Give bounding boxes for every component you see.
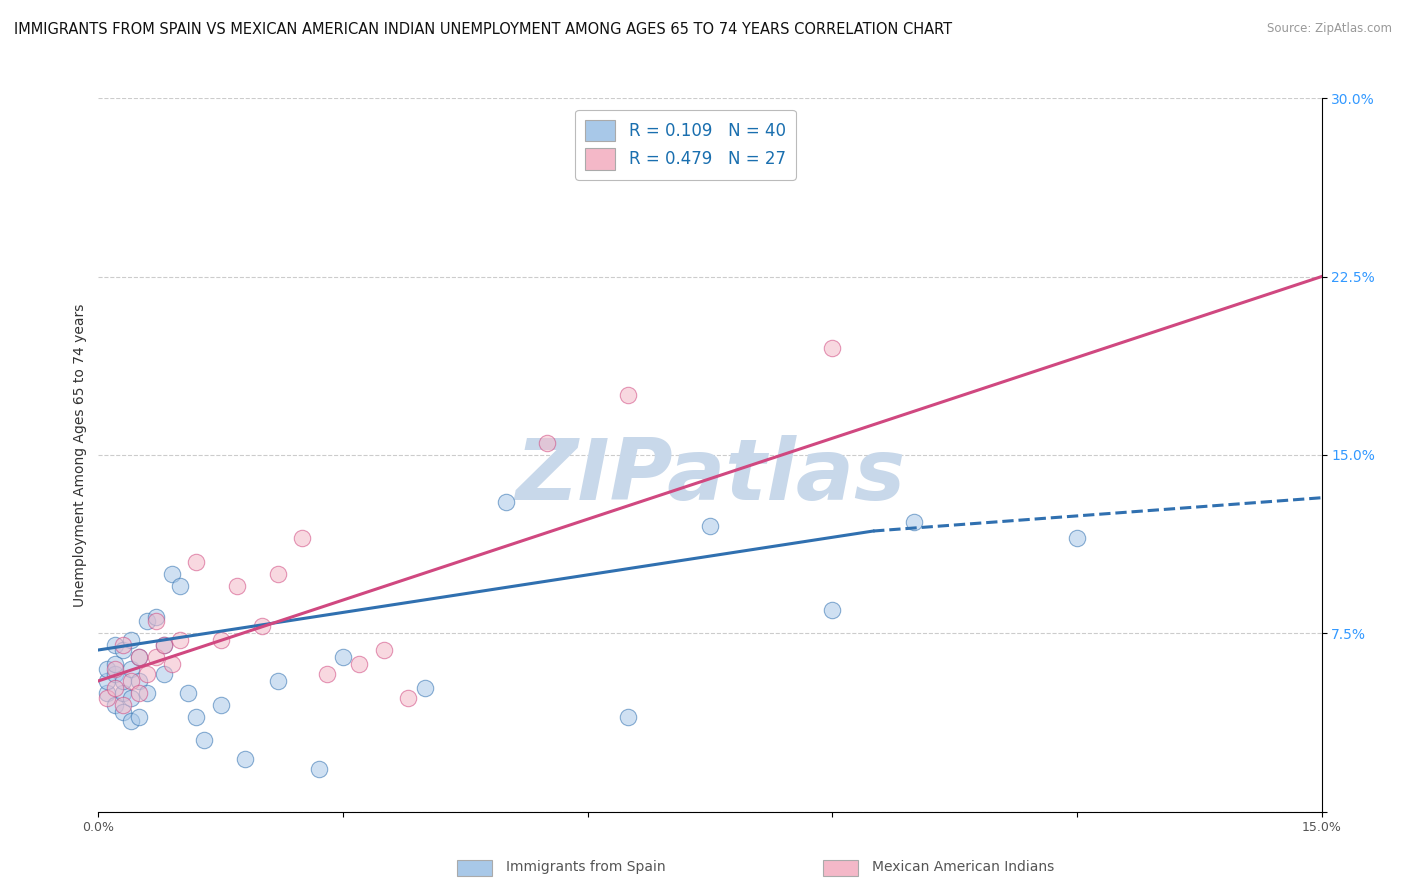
Point xyxy=(96,686,118,700)
Point xyxy=(152,638,174,652)
Point xyxy=(373,643,395,657)
Point xyxy=(104,681,127,695)
Point xyxy=(145,615,167,629)
Point xyxy=(152,638,174,652)
Point xyxy=(821,602,844,616)
Point xyxy=(111,673,134,688)
Point xyxy=(104,657,127,672)
Point xyxy=(315,666,337,681)
Point xyxy=(209,633,232,648)
Point xyxy=(120,714,142,729)
Point xyxy=(250,619,273,633)
Point xyxy=(536,436,558,450)
Point xyxy=(111,698,134,712)
Point xyxy=(267,566,290,581)
Point xyxy=(495,495,517,509)
Point xyxy=(308,762,330,776)
Point xyxy=(699,519,721,533)
Point xyxy=(821,341,844,355)
Point xyxy=(96,673,118,688)
Point xyxy=(152,666,174,681)
Point xyxy=(209,698,232,712)
Point xyxy=(413,681,436,695)
Point xyxy=(128,673,150,688)
Point xyxy=(120,662,142,676)
Point xyxy=(111,686,134,700)
Point xyxy=(120,690,142,705)
Point xyxy=(903,515,925,529)
Legend: R = 0.109   N = 40, R = 0.479   N = 27: R = 0.109 N = 40, R = 0.479 N = 27 xyxy=(575,110,796,179)
Text: ZIPatlas: ZIPatlas xyxy=(515,434,905,518)
Point xyxy=(169,579,191,593)
Point xyxy=(226,579,249,593)
Point xyxy=(177,686,200,700)
Text: IMMIGRANTS FROM SPAIN VS MEXICAN AMERICAN INDIAN UNEMPLOYMENT AMONG AGES 65 TO 7: IMMIGRANTS FROM SPAIN VS MEXICAN AMERICA… xyxy=(14,22,952,37)
Point xyxy=(160,657,183,672)
Point xyxy=(136,615,159,629)
Point xyxy=(136,686,159,700)
Point xyxy=(617,388,640,402)
Point xyxy=(186,555,208,569)
Point xyxy=(617,709,640,723)
Point xyxy=(111,638,134,652)
Point xyxy=(349,657,371,672)
Point xyxy=(186,709,208,723)
Point xyxy=(104,662,127,676)
Point xyxy=(169,633,191,648)
Point xyxy=(291,531,314,545)
Point xyxy=(233,752,256,766)
Point xyxy=(104,666,127,681)
Point xyxy=(396,690,419,705)
Point xyxy=(136,666,159,681)
Point xyxy=(104,698,127,712)
Text: Mexican American Indians: Mexican American Indians xyxy=(872,860,1054,874)
Point xyxy=(128,709,150,723)
Point xyxy=(96,662,118,676)
Point xyxy=(120,633,142,648)
Point xyxy=(267,673,290,688)
Point xyxy=(128,650,150,665)
Text: Immigrants from Spain: Immigrants from Spain xyxy=(506,860,666,874)
Point xyxy=(160,566,183,581)
Point xyxy=(128,650,150,665)
Point xyxy=(111,643,134,657)
Point xyxy=(332,650,354,665)
Point xyxy=(145,609,167,624)
Text: Source: ZipAtlas.com: Source: ZipAtlas.com xyxy=(1267,22,1392,36)
Point xyxy=(128,686,150,700)
Point xyxy=(145,650,167,665)
Point xyxy=(193,733,215,747)
Point xyxy=(111,705,134,719)
Point xyxy=(96,690,118,705)
Y-axis label: Unemployment Among Ages 65 to 74 years: Unemployment Among Ages 65 to 74 years xyxy=(73,303,87,607)
Point xyxy=(120,673,142,688)
Point xyxy=(104,638,127,652)
Point xyxy=(1066,531,1088,545)
